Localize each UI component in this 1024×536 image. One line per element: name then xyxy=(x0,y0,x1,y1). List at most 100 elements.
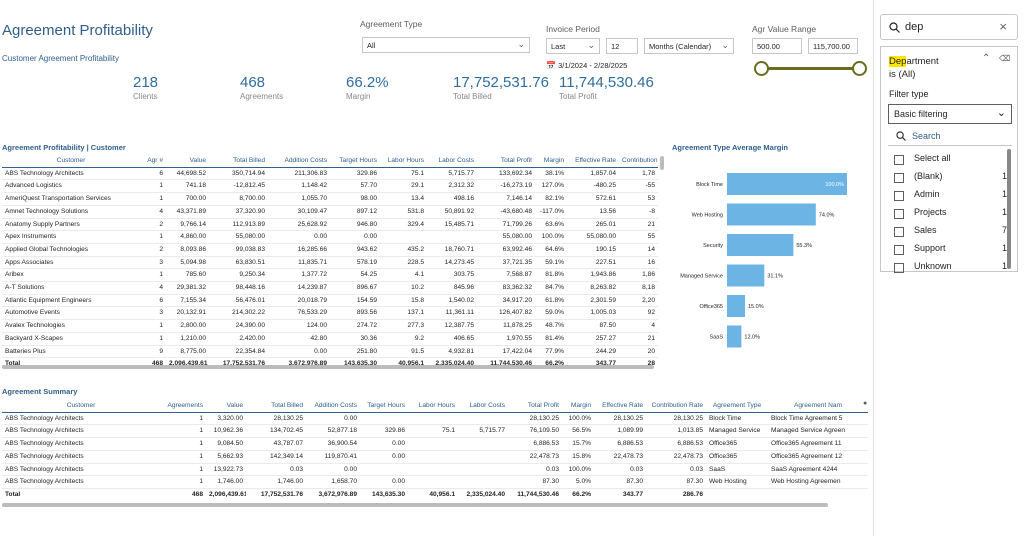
column-header[interactable]: Value xyxy=(166,155,209,168)
column-header[interactable]: Labor Hours xyxy=(380,155,427,168)
range-slider-min-handle[interactable] xyxy=(754,61,769,76)
column-header[interactable]: Addition Costs xyxy=(306,400,360,413)
column-header[interactable]: Agr # xyxy=(140,155,166,168)
bar[interactable] xyxy=(727,325,742,348)
table-row[interactable]: ABS Technology Architects 1 10,962.36 134,7… xyxy=(2,424,868,439)
column-header[interactable]: Effective Rate xyxy=(567,155,619,168)
filter-item[interactable]: Select all xyxy=(894,153,951,165)
column-header[interactable]: Total Billed xyxy=(246,400,306,413)
range-max-input[interactable]: 115,700.00 xyxy=(808,38,858,54)
checkbox[interactable] xyxy=(894,262,904,273)
filter-item[interactable]: Admin 1 xyxy=(894,189,1007,201)
table-row[interactable]: ABS Technology Architects 6 44,698.52 350,7… xyxy=(2,167,658,181)
filter-search-box[interactable]: dep × xyxy=(880,14,1018,40)
filter-item[interactable]: Projects 1 xyxy=(894,207,1007,219)
column-header[interactable]: Agreement Nam xyxy=(768,400,868,413)
table-row[interactable]: ABS Technology Architects 1 5,662.93 142,34… xyxy=(2,450,868,464)
filter-list-scrollbar[interactable] xyxy=(1007,149,1011,269)
range-min-input[interactable]: 500.00 xyxy=(752,38,802,54)
filter-values-search[interactable]: Search xyxy=(888,128,1012,146)
table1-title: Agreement Profitability | Customer xyxy=(2,143,126,152)
table-row[interactable]: Apex Instruments 1 4,860.00 55,080.00 0.00 0.… xyxy=(2,230,658,244)
filter-item[interactable]: (Blank) 1 xyxy=(894,171,1007,183)
table-cell: 81.4% xyxy=(535,332,567,346)
table1-vertical-scrollbar[interactable] xyxy=(660,156,664,170)
table-cell: -8 xyxy=(619,205,658,219)
column-header[interactable]: Target Hours xyxy=(330,155,380,168)
column-header[interactable]: Labor Costs xyxy=(427,155,477,168)
filter-item[interactable]: Unknown 1 xyxy=(894,261,1007,273)
table1-horizontal-scrollbar[interactable] xyxy=(2,365,654,369)
table-row[interactable]: Automotive Events 3 20,132.91 214,302.22 76,… xyxy=(2,306,658,321)
bar[interactable] xyxy=(727,173,847,195)
range-slider-max-handle[interactable] xyxy=(852,61,867,76)
column-header[interactable]: Customer xyxy=(2,400,160,413)
kpi-label: Total Profit xyxy=(559,92,597,101)
table-cell: 63,992.46 xyxy=(477,243,535,257)
column-header[interactable]: Labor Hours xyxy=(408,400,458,413)
agreement-type-dropdown[interactable]: All ⌄ xyxy=(362,37,530,53)
table-row[interactable]: ABS Technology Architects 1 9,084.50 43,787… xyxy=(2,437,868,451)
table-cell: 87.30 xyxy=(646,475,706,489)
table-row[interactable]: Anatomy Supply Partners 2 9,766.14 112,913.… xyxy=(2,218,658,232)
table-row[interactable]: Avalex Technologies 1 2,800.00 24,390.00 124… xyxy=(2,319,658,333)
table-cell: 48.7% xyxy=(535,319,567,333)
table-cell: 22,478.73 xyxy=(646,450,706,464)
checkbox[interactable] xyxy=(894,244,904,255)
column-header[interactable]: Contribution Rate xyxy=(646,400,706,413)
column-header[interactable]: Value xyxy=(206,400,246,413)
data-label: 100.0% xyxy=(825,182,844,188)
table-cell: ABS Technology Architects xyxy=(2,463,160,477)
chevron-up-icon[interactable]: ⌃ xyxy=(982,53,991,64)
table-cell: 64.6% xyxy=(535,243,567,257)
table-row[interactable]: Apps Associates 3 5,094.98 63,830.51 11,835.… xyxy=(2,256,658,270)
column-header[interactable]: Labor Costs xyxy=(458,400,508,413)
clear-filter-icon[interactable]: ⌫ xyxy=(999,54,1011,63)
column-header[interactable]: Total Profit xyxy=(508,400,562,413)
column-header[interactable]: Addition Costs xyxy=(268,155,330,168)
table-row[interactable]: Advanced Logistics 1 741.18 -12,812.45 1,148… xyxy=(2,179,658,194)
filter-item[interactable]: Sales 7 xyxy=(894,225,1007,237)
period-mode-dropdown[interactable]: Last ⌄ xyxy=(546,38,600,54)
table-cell: 10,962.36 xyxy=(206,424,246,439)
table-row[interactable]: Amnet Technology Solutions 4 43,371.89 37,3… xyxy=(2,205,658,219)
table-cell: 99,038.83 xyxy=(209,243,268,257)
table-row[interactable]: Applied Global Technologies 2 8,093.86 99,0… xyxy=(2,243,658,257)
table-row[interactable]: Backyard X-Scapes 1 1,210.00 2,420.00 42.80 3… xyxy=(2,332,658,346)
column-header[interactable]: Total Profit xyxy=(477,155,535,168)
column-header[interactable]: Target Hours xyxy=(360,400,408,413)
table-row[interactable]: ABS Technology Architects 1 3,320.00 28,130… xyxy=(2,412,868,426)
table-row[interactable]: ABS Technology Architects 1 13,922.73 0.03 0… xyxy=(2,463,868,477)
bar[interactable] xyxy=(727,295,745,317)
checkbox[interactable] xyxy=(894,190,904,201)
filter-card-header[interactable]: Department is (All) xyxy=(889,55,939,81)
table-row[interactable]: ABS Technology Architects 1 1,746.00 1,746.… xyxy=(2,475,868,489)
column-header[interactable]: Agreements xyxy=(160,400,206,413)
close-icon[interactable]: × xyxy=(999,19,1007,34)
column-header[interactable]: Margin xyxy=(535,155,567,168)
period-count-input[interactable]: 12 xyxy=(606,38,638,54)
column-header[interactable]: Margin xyxy=(562,400,594,413)
column-header[interactable]: Effective Rate xyxy=(594,400,646,413)
table-cell: 59.1% xyxy=(535,256,567,270)
filter-type-dropdown[interactable]: Basic filtering ⌄ xyxy=(888,104,1012,124)
checkbox[interactable] xyxy=(894,226,904,237)
checkbox[interactable] xyxy=(894,154,904,165)
column-header[interactable]: Customer xyxy=(2,155,140,168)
bar[interactable] xyxy=(727,234,794,256)
bar[interactable] xyxy=(727,264,765,287)
table-row[interactable]: Aribex 1 785.60 9,250.34 1,377.72 54.25 4.1 303… xyxy=(2,268,658,283)
checkbox[interactable] xyxy=(894,172,904,183)
table-row[interactable]: AmeriQuest Transportation Services 1 700.0… xyxy=(2,192,658,206)
column-header[interactable]: Total Billed xyxy=(209,155,268,168)
table-row[interactable]: A-T Solutions 4 29,381.32 98,448.16 14,239.8… xyxy=(2,281,658,295)
period-unit-dropdown[interactable]: Months (Calendar) ⌄ xyxy=(644,38,734,54)
table-row[interactable]: Batteries Plus 9 8,775.00 22,354.84 0.00 251.… xyxy=(2,345,658,359)
table-row[interactable]: Atlantic Equipment Engineers 6 7,155.34 56,… xyxy=(2,294,658,308)
checkbox[interactable] xyxy=(894,208,904,219)
table2-horizontal-scrollbar[interactable] xyxy=(2,503,828,507)
filter-item[interactable]: Support 1 xyxy=(894,243,1007,255)
column-header[interactable]: Contribution xyxy=(619,155,658,168)
column-header[interactable]: Agreement Type xyxy=(706,400,768,413)
bar[interactable] xyxy=(727,203,816,226)
